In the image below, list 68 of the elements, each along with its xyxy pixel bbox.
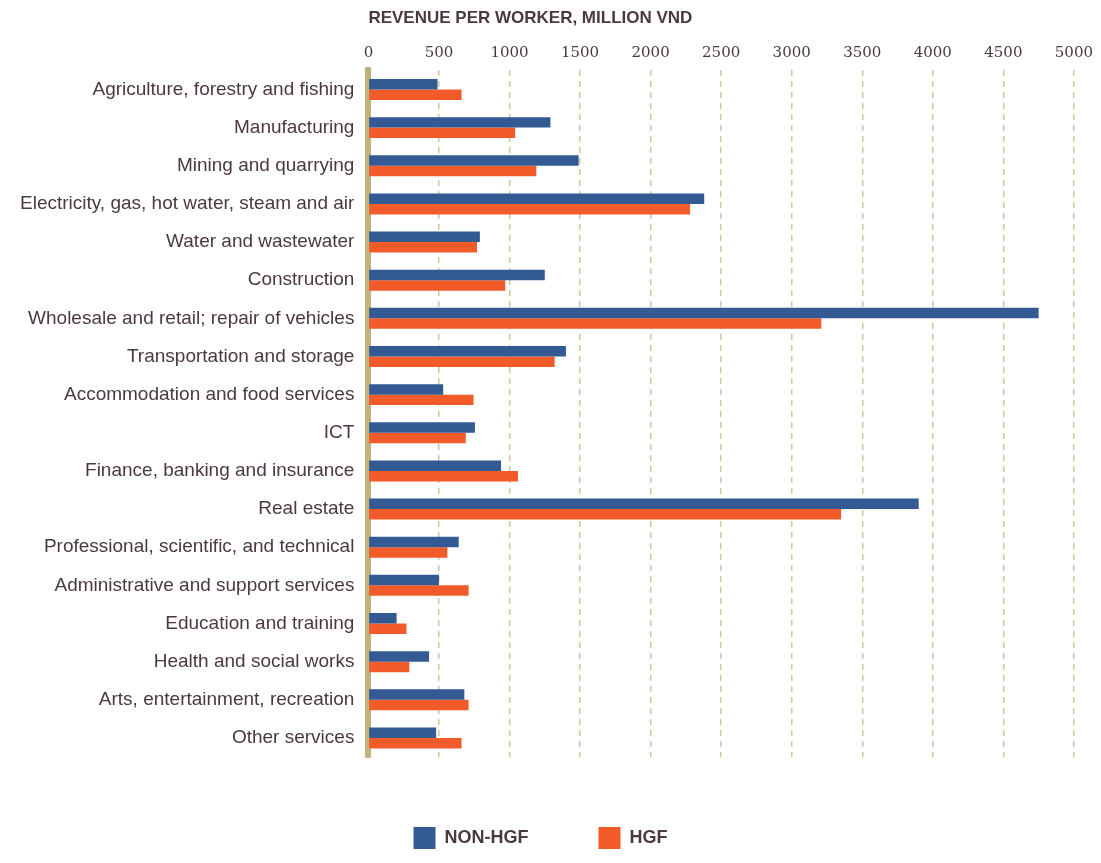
y-tick-label: Health and social works [153, 649, 355, 671]
bar [369, 345, 566, 357]
x-axis-title: REVENUE PER WORKER, MILLION VND [368, 7, 693, 27]
bar [369, 269, 545, 281]
legend-label: HGF [629, 826, 668, 847]
x-tick-label: 3000 [772, 43, 811, 62]
bar [369, 699, 469, 711]
bar [369, 689, 465, 700]
bar [369, 661, 410, 673]
y-tick-label: Transportation and storage [126, 344, 355, 366]
x-tick-label: 2000 [631, 43, 670, 62]
bar [369, 727, 437, 738]
legend-label: NON-HGF [444, 826, 529, 847]
bar [369, 422, 475, 433]
bar [369, 155, 579, 166]
y-tick-label: Education and training [165, 611, 355, 633]
y-tick-label: Manufacturing [234, 115, 355, 137]
bar [369, 231, 480, 243]
bar [369, 498, 919, 510]
bar [369, 536, 459, 548]
bar [369, 356, 555, 367]
y-tick-label: Accommodation and food services [63, 382, 355, 404]
x-tick-label: 1500 [560, 43, 600, 62]
x-tick-label: 4500 [984, 43, 1023, 62]
bar [369, 585, 469, 596]
bar [369, 574, 439, 586]
bar [369, 89, 462, 100]
y-tick-label: ICT [323, 421, 355, 443]
y-tick-label: Construction [247, 268, 355, 290]
y-tick-label: Electricity, gas, hot water, steam and air [20, 192, 356, 214]
x-tick-label: 5000 [1054, 43, 1094, 62]
bar [369, 613, 397, 624]
y-tick-label: Wholesale and retail; repair of vehicles [28, 306, 355, 328]
x-tick-label: 3500 [843, 43, 882, 62]
bar [369, 623, 407, 634]
y-tick-label: Arts, entertainment, recreation [98, 688, 355, 710]
bar [369, 117, 551, 128]
bar [369, 242, 478, 253]
x-tick-label: 500 [424, 43, 454, 62]
bar [369, 547, 448, 558]
y-tick-label: Real estate [258, 497, 355, 519]
bar [369, 737, 462, 749]
bar [369, 651, 430, 662]
y-tick-label: Agriculture, forestry and fishing [92, 77, 355, 99]
bar [369, 318, 822, 329]
y-tick-label: Mining and quarrying [176, 154, 355, 175]
bar [369, 394, 474, 406]
bar [369, 78, 438, 90]
bar [369, 127, 516, 139]
bar [369, 470, 518, 482]
bar [369, 432, 466, 444]
bar [369, 509, 842, 520]
bar [369, 307, 1039, 319]
bar [369, 384, 444, 395]
bar [369, 203, 691, 215]
bar [369, 165, 537, 177]
x-tick-label: 0 [363, 43, 374, 62]
bar [369, 193, 705, 204]
y-tick-label: Other services [231, 726, 355, 748]
y-tick-label: Professional, scientific, and technical [43, 535, 355, 557]
y-tick-label: Administrative and support services [54, 573, 355, 595]
y-tick-label: Finance, banking and insurance [85, 459, 355, 481]
x-tick-label: 2500 [702, 43, 741, 62]
bar [369, 460, 502, 471]
bar [369, 280, 506, 291]
x-tick-label: 4000 [913, 43, 952, 62]
y-tick-label: Water and wastewater [166, 230, 356, 252]
x-tick-label: 1000 [490, 43, 529, 62]
